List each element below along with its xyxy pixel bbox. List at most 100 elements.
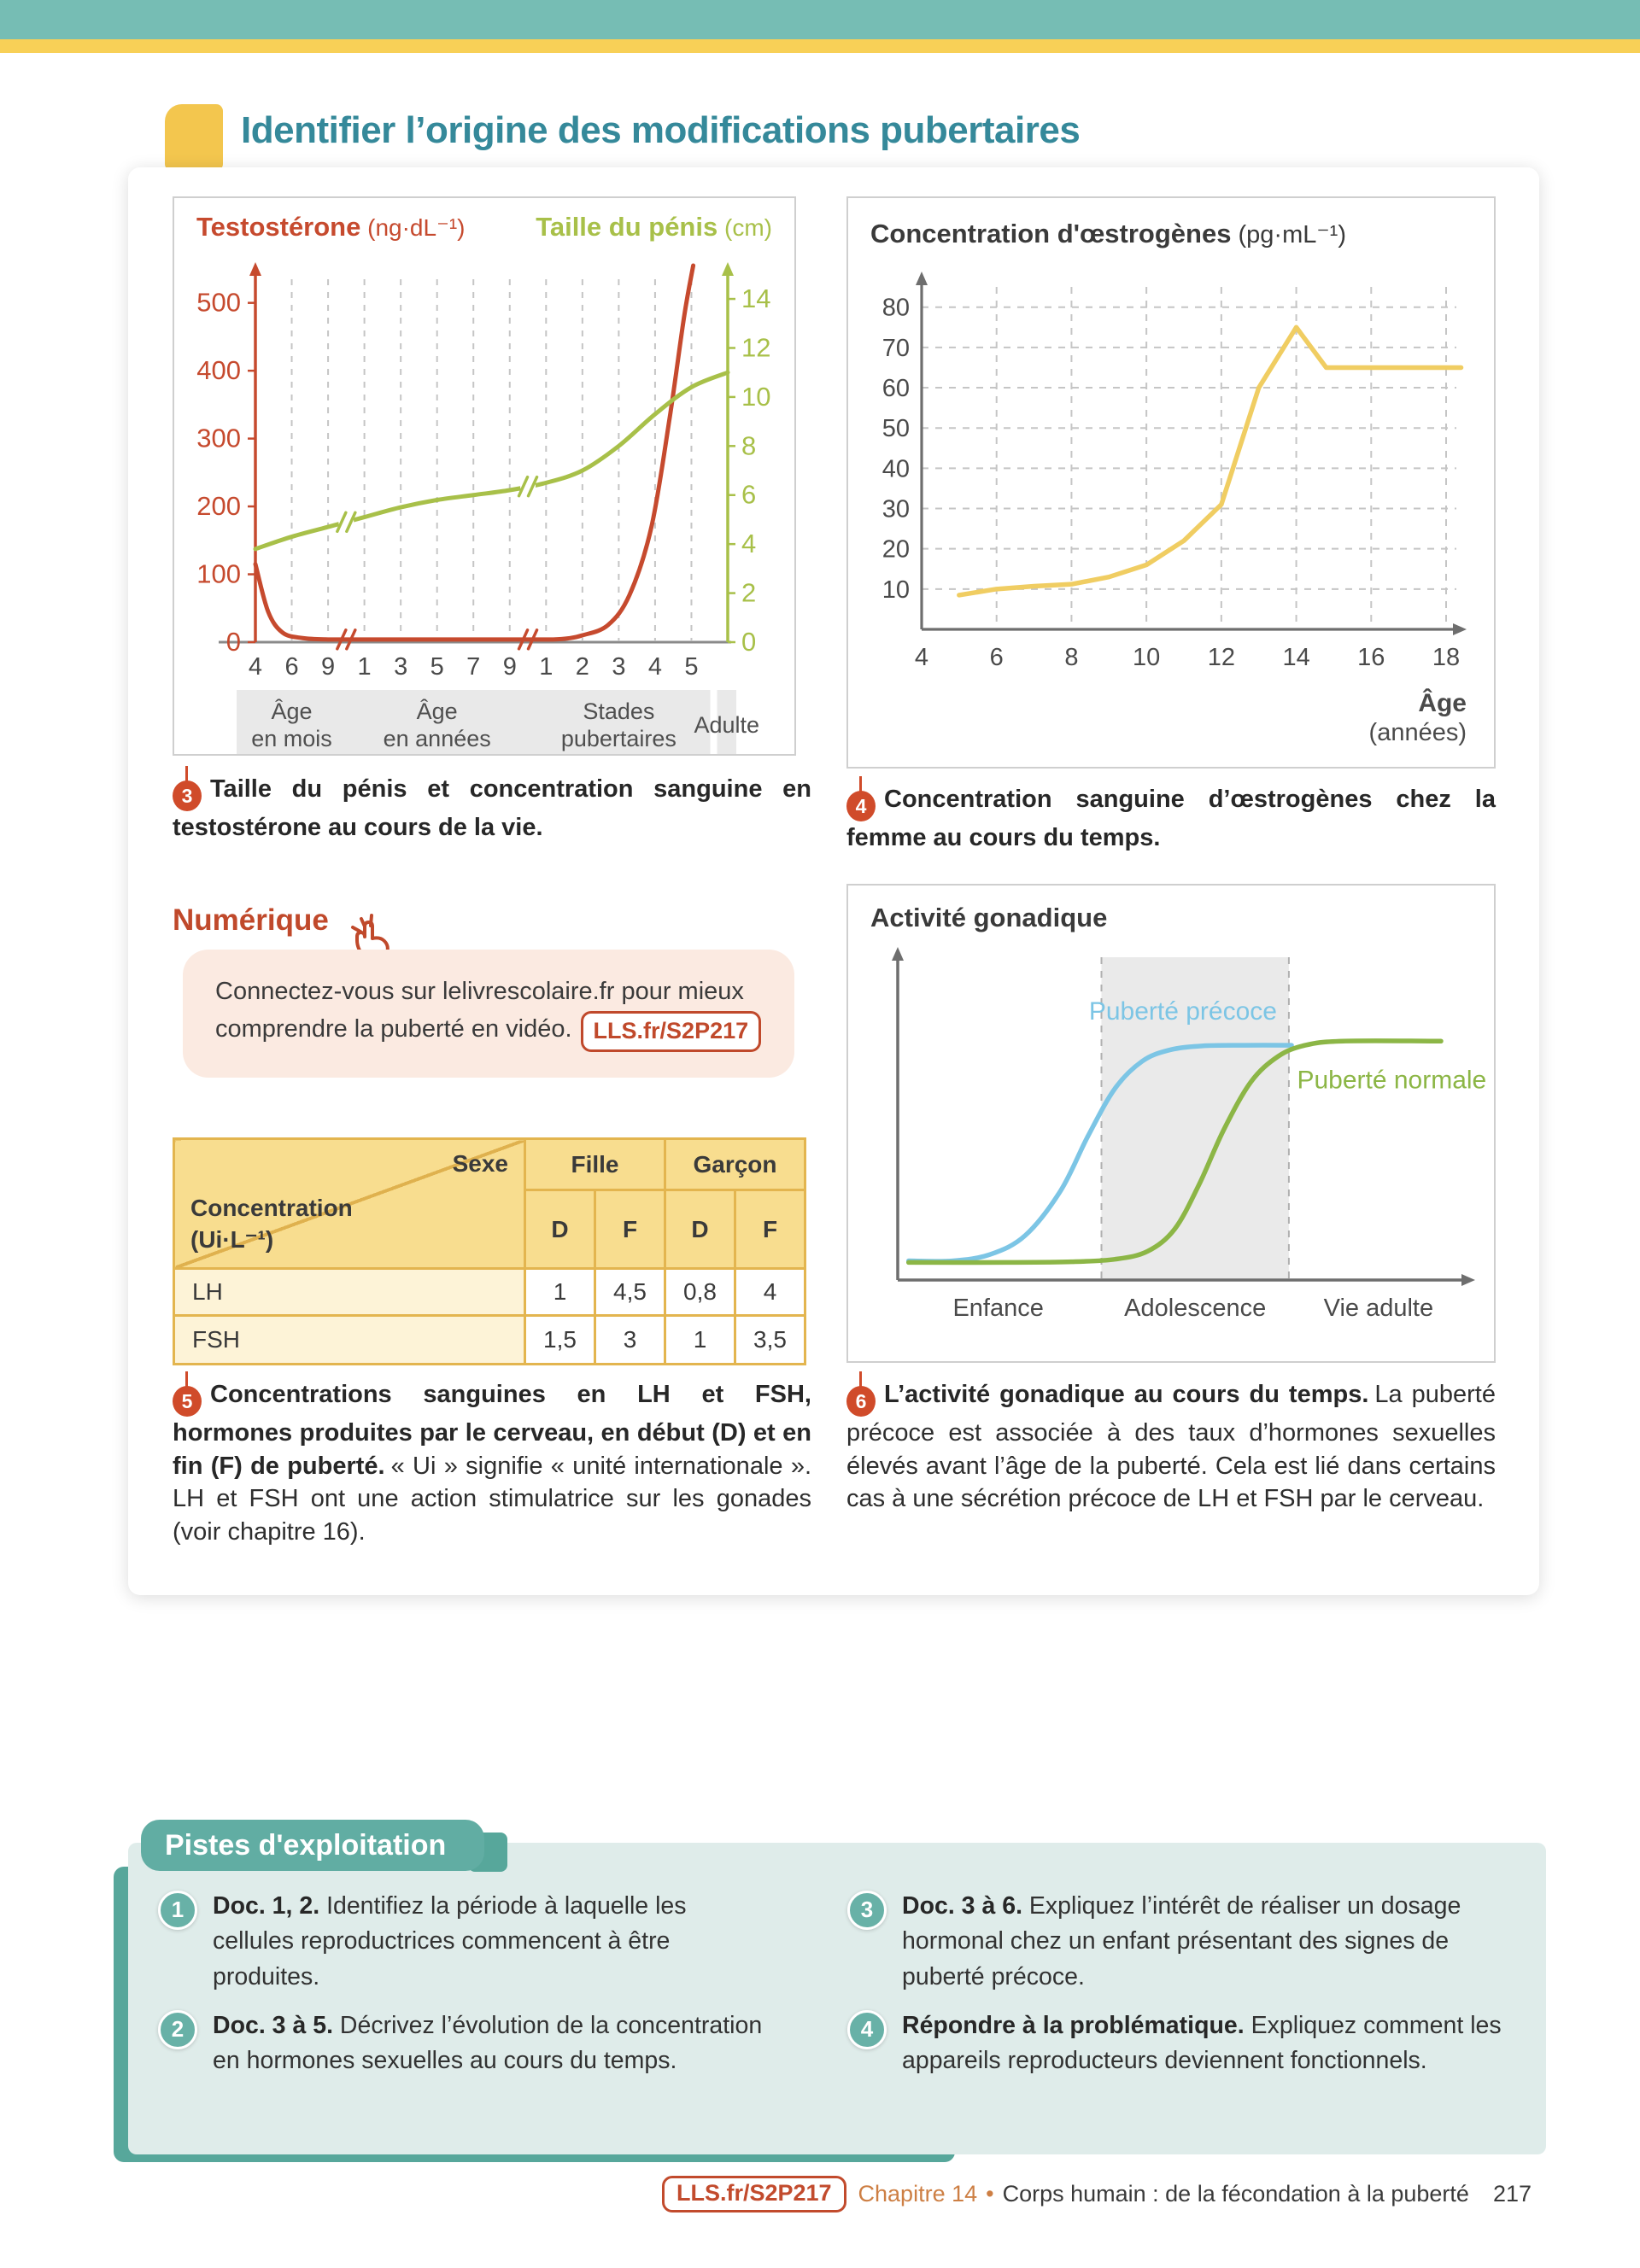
svg-text:8: 8 xyxy=(1064,644,1078,671)
table-cell: 1 xyxy=(524,1267,596,1317)
svg-text:en années: en années xyxy=(384,726,491,751)
svg-text:4: 4 xyxy=(741,529,756,558)
svg-text:Taille du pénis (cm): Taille du pénis (cm) xyxy=(536,212,772,242)
svg-text:en mois: en mois xyxy=(251,726,332,751)
table-group-garcon: Garçon xyxy=(664,1137,806,1191)
svg-text:Puberté précoce: Puberté précoce xyxy=(1089,997,1277,1026)
piste-item-4: 4 Répondre à la problématique. Expliquez… xyxy=(847,2008,1531,2079)
page-footer: LLS.fr/S2P217 Chapitre 14 • Corps humain… xyxy=(661,2176,1532,2212)
doc3-chart-box: 0 100 200 300 400 500 0 2 4 6 8 10 12 14 4 6 9 1 3 5 7 9 1 2 3 4 5… xyxy=(173,196,796,756)
svg-text:14: 14 xyxy=(1282,644,1309,671)
svg-text:1: 1 xyxy=(539,653,553,681)
doc6-chart-svg: Puberté précoce Puberté normale Enfance Ado… xyxy=(870,903,1486,1322)
svg-text:Âge: Âge xyxy=(417,698,458,724)
svg-text:3: 3 xyxy=(612,653,625,681)
doc4-chart-svg: 10 20 30 40 50 60 70 80 4 6 8 10 12 14 16 18 Concentrati… xyxy=(870,219,1467,746)
svg-text:Testostérone (ng·dL⁻¹): Testostérone (ng·dL⁻¹) xyxy=(196,212,466,242)
svg-text:3: 3 xyxy=(394,653,407,681)
piste-item-1: 1 Doc. 1, 2. Identifiez la période à laq… xyxy=(158,1889,764,1995)
doc3-caption: 3 Taille du pénis et concentration sangui… xyxy=(173,766,811,845)
svg-text:(années): (années) xyxy=(1369,719,1467,746)
numerique-text: Connectez-vous sur lelivrescolaire.fr po… xyxy=(215,978,744,1043)
svg-text:1: 1 xyxy=(358,653,372,681)
svg-text:Concentration d'œstrogènes (pg: Concentration d'œstrogènes (pg·mL⁻¹) xyxy=(870,219,1346,248)
table-corner-cell: Sexe Concentration (Ui·L⁻¹) xyxy=(173,1137,526,1270)
table-cell: 4 xyxy=(734,1267,806,1317)
pistes-title: Pistes d'exploitation xyxy=(141,1820,484,1871)
top-teal-bar xyxy=(0,0,1640,39)
piste-text: Doc. 3 à 6. Expliquez l’intérêt de réali… xyxy=(902,1892,1461,1990)
doc4-number-badge: 4 xyxy=(846,776,876,822)
svg-text:6: 6 xyxy=(741,480,756,510)
svg-text:400: 400 xyxy=(196,355,241,385)
svg-text:0: 0 xyxy=(226,627,241,657)
numerique-header: Numérique xyxy=(173,903,394,960)
piste-number: 3 xyxy=(847,1891,887,1930)
piste-number: 1 xyxy=(158,1891,197,1930)
piste-item-2: 2 Doc. 3 à 5. Décrivez l’évolution de la… xyxy=(158,2008,764,2079)
documents-card: 0 100 200 300 400 500 0 2 4 6 8 10 12 14 4 6 9 1 3 5 7 9 1 2 3 4 5… xyxy=(128,167,1539,1595)
table-row-label: FSH xyxy=(173,1314,526,1365)
click-hand-icon xyxy=(350,914,390,960)
lh-fsh-table: Sexe Concentration (Ui·L⁻¹) Fille Garçon… xyxy=(173,1137,806,1365)
svg-text:6: 6 xyxy=(284,653,298,681)
svg-text:20: 20 xyxy=(882,536,910,564)
caption-connector xyxy=(185,1371,188,1388)
footer-lls-link-chip[interactable]: LLS.fr/S2P217 xyxy=(661,2176,846,2212)
table-group-fille: Fille xyxy=(524,1137,666,1191)
caption-connector xyxy=(859,776,862,792)
pistes-panel xyxy=(128,1843,1546,2154)
doc6-caption: 6 L’activité gonadique au cours du temps.… xyxy=(846,1371,1496,1516)
table-corner-sexe: Sexe xyxy=(452,1150,508,1177)
doc5-number-badge: 5 xyxy=(173,1371,202,1418)
svg-text:0: 0 xyxy=(741,627,756,657)
table-subheader: D xyxy=(524,1189,596,1270)
table-row: FSH 1,5 3 1 3,5 xyxy=(173,1314,806,1365)
svg-text:50: 50 xyxy=(882,415,910,442)
numerique-title: Numérique xyxy=(173,903,329,937)
svg-text:2: 2 xyxy=(741,578,756,608)
table-cell: 4,5 xyxy=(594,1267,666,1317)
table-subheader: D xyxy=(664,1189,736,1270)
table-corner-concentration: Concentration (Ui·L⁻¹) xyxy=(190,1195,353,1253)
svg-text:Stades: Stades xyxy=(583,699,654,724)
svg-text:Vie adulte: Vie adulte xyxy=(1324,1295,1433,1322)
svg-text:80: 80 xyxy=(882,295,910,322)
footer-chapter-title: Corps humain : de la fécondation à la pu… xyxy=(1002,2181,1469,2207)
piste-text: Doc. 3 à 5. Décrivez l’évolution de la c… xyxy=(213,2012,763,2075)
svg-text:40: 40 xyxy=(882,455,910,482)
svg-text:12: 12 xyxy=(741,332,770,362)
svg-text:pubertaires: pubertaires xyxy=(561,726,676,751)
svg-text:100: 100 xyxy=(196,559,241,589)
svg-text:10: 10 xyxy=(882,576,910,604)
svg-text:10: 10 xyxy=(741,382,770,412)
svg-text:16: 16 xyxy=(1357,644,1385,671)
piste-item-3: 3 Doc. 3 à 6. Expliquez l’intérêt de réa… xyxy=(847,1889,1531,1995)
table-cell: 3,5 xyxy=(734,1314,806,1365)
svg-text:70: 70 xyxy=(882,335,910,362)
caption-connector xyxy=(859,1371,862,1388)
svg-text:Enfance: Enfance xyxy=(952,1295,1043,1322)
doc6-caption-rest: La puberté précoce est associée à des ta… xyxy=(846,1381,1496,1513)
lls-link-chip[interactable]: LLS.fr/S2P217 xyxy=(580,1010,762,1052)
svg-text:60: 60 xyxy=(882,375,910,402)
numerique-box: Connectez-vous sur lelivrescolaire.fr po… xyxy=(183,950,794,1078)
piste-text: Doc. 1, 2. Identifiez la période à laque… xyxy=(213,1892,687,1990)
svg-text:5: 5 xyxy=(684,653,698,681)
piste-number: 4 xyxy=(847,2010,887,2049)
svg-text:Âge: Âge xyxy=(1418,688,1467,717)
svg-text:9: 9 xyxy=(321,653,335,681)
svg-text:300: 300 xyxy=(196,424,241,453)
svg-text:12: 12 xyxy=(1208,644,1235,671)
svg-text:14: 14 xyxy=(741,284,770,313)
footer-chapter: Chapitre 14 xyxy=(858,2181,978,2207)
svg-text:Puberté normale: Puberté normale xyxy=(1297,1067,1486,1095)
doc3-number-badge: 3 xyxy=(173,766,202,812)
top-yellow-bar xyxy=(0,39,1640,53)
table-row: LH 1 4,5 0,8 4 xyxy=(173,1267,806,1317)
svg-text:4: 4 xyxy=(249,653,262,681)
caption-connector xyxy=(185,766,188,782)
table-cell: 0,8 xyxy=(664,1267,736,1317)
svg-text:Adulte: Adulte xyxy=(694,712,759,738)
